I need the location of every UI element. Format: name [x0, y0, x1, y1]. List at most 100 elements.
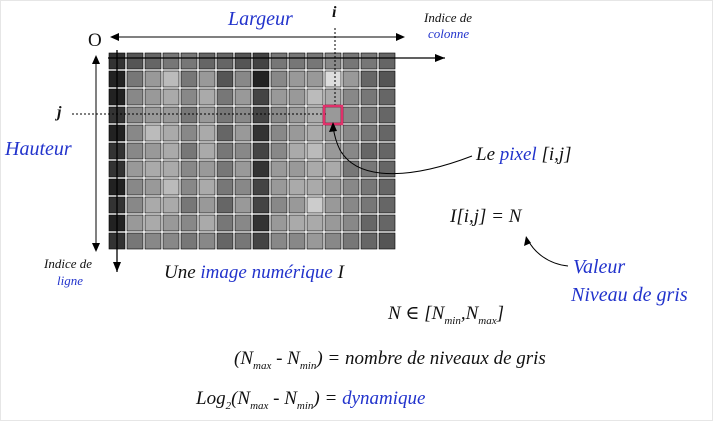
pixel-cell — [216, 88, 234, 106]
pixel-cell — [324, 106, 342, 124]
image-caption: Une image numérique I — [164, 262, 344, 283]
pixel-cell — [288, 160, 306, 178]
width-label: Largeur — [228, 8, 293, 30]
pixel-cell — [252, 52, 270, 70]
pixel-cell — [180, 178, 198, 196]
pixel-cell — [216, 160, 234, 178]
pixel-cell — [306, 106, 324, 124]
pixel-cell — [198, 106, 216, 124]
pixel-cell — [270, 52, 288, 70]
pixel-cell — [216, 52, 234, 70]
pixel-cell — [324, 70, 342, 88]
pixel-cell — [270, 196, 288, 214]
pixel-cell — [342, 178, 360, 196]
pixel-cell — [198, 88, 216, 106]
pixel-cell — [162, 178, 180, 196]
pixel-cell — [288, 124, 306, 142]
pixel-cell — [234, 232, 252, 250]
pixel-cell — [270, 88, 288, 106]
pixel-cell — [360, 178, 378, 196]
value-pointer — [527, 239, 569, 267]
pixel-cell — [270, 178, 288, 196]
pixel-cell — [288, 214, 306, 232]
pixel-cell — [144, 142, 162, 160]
pixel-cell — [306, 196, 324, 214]
pixel-caption: Le pixel [i,j] — [476, 144, 572, 165]
pixel-cell — [144, 70, 162, 88]
width-arrow-right-head — [396, 33, 405, 41]
pixel-cell — [198, 70, 216, 88]
pixel-cell — [252, 88, 270, 106]
pixel-cell — [306, 70, 324, 88]
pixel-cell — [306, 178, 324, 196]
pixel-cell — [144, 178, 162, 196]
dynamic-formula: Log2(Nmax - Nmin) = dynamique — [196, 388, 426, 412]
pixel-cell — [252, 160, 270, 178]
height-arrow-top-head — [92, 55, 100, 64]
pixel-cell — [378, 232, 396, 250]
pixel-cell — [270, 142, 288, 160]
pixel-cell — [162, 142, 180, 160]
value-pointer-head — [524, 236, 531, 246]
pixel-cell — [126, 142, 144, 160]
pixel-cell — [198, 52, 216, 70]
pixel-cell — [342, 52, 360, 70]
pixel-cell — [126, 70, 144, 88]
pixel-cell — [216, 106, 234, 124]
pixel-cell — [252, 106, 270, 124]
pixel-cell — [360, 214, 378, 232]
pixel-cell — [378, 214, 396, 232]
pixel-cell — [198, 232, 216, 250]
pixel-cell — [180, 160, 198, 178]
pixel-cell — [126, 106, 144, 124]
row-index-label-line2: ligne — [57, 273, 83, 288]
pixel-cell — [126, 160, 144, 178]
pixel-cell — [342, 196, 360, 214]
pixel-cell — [288, 178, 306, 196]
pixel-cell — [252, 142, 270, 160]
column-index-label-line1: Indice de — [424, 10, 473, 25]
range-formula: N ∈ [Nmin,Nmax] — [388, 303, 504, 327]
pixel-cell — [288, 52, 306, 70]
pixel-cell — [162, 232, 180, 250]
pixel-cell — [252, 232, 270, 250]
pixel-cell — [270, 160, 288, 178]
pixel-cell — [378, 178, 396, 196]
pixel-cell — [198, 142, 216, 160]
pixel-cell — [216, 214, 234, 232]
pixel-cell — [234, 160, 252, 178]
pixel-cell — [198, 196, 216, 214]
value-label: Valeur — [573, 256, 626, 278]
pixel-cell — [324, 142, 342, 160]
pixel-cell — [216, 70, 234, 88]
pixel-cell — [162, 70, 180, 88]
pixel-cell — [162, 196, 180, 214]
pixel-cell — [180, 214, 198, 232]
pixel-cell — [378, 52, 396, 70]
pixel-cell — [252, 124, 270, 142]
pixel-cell — [162, 88, 180, 106]
pixel-cell — [162, 160, 180, 178]
pixel-cell — [144, 52, 162, 70]
pixel-cell — [288, 88, 306, 106]
pixel-cell — [126, 52, 144, 70]
pixel-cell — [126, 178, 144, 196]
pixel-cell — [306, 232, 324, 250]
pixel-cell — [126, 88, 144, 106]
pixel-cell — [342, 70, 360, 88]
pixel-cell — [162, 52, 180, 70]
pixel-cell — [252, 178, 270, 196]
pixel-cell — [126, 232, 144, 250]
pixel-cell — [342, 160, 360, 178]
pixel-cell — [216, 196, 234, 214]
pixel-cell — [198, 214, 216, 232]
pixel-cell — [162, 214, 180, 232]
pixel-cell — [342, 106, 360, 124]
pixel-cell — [378, 70, 396, 88]
column-axis-arrow — [435, 54, 445, 62]
pixel-cell — [144, 106, 162, 124]
pixel-cell — [234, 178, 252, 196]
pixel-cell — [126, 214, 144, 232]
pixel-cell — [144, 124, 162, 142]
height-label: Hauteur — [5, 138, 72, 160]
